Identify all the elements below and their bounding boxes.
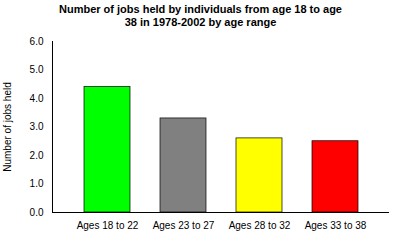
svg-text:5.0: 5.0 [30, 64, 44, 75]
svg-text:Ages 18 to 22: Ages 18 to 22 [77, 220, 139, 231]
svg-text:0.0: 0.0 [30, 207, 44, 218]
svg-text:1.0: 1.0 [30, 178, 44, 189]
svg-text:4.0: 4.0 [30, 93, 44, 104]
svg-text:Ages 33 to 38: Ages 33 to 38 [305, 220, 367, 231]
html-text:Number of jobs held by individ: Number of jobs held by individuals from … [59, 3, 342, 28]
svg-text:Ages 28 to 32: Ages 28 to 32 [229, 220, 291, 231]
svg-text:2.0: 2.0 [30, 150, 44, 161]
svg-text:Number of jobs held: Number of jobs held [2, 82, 13, 172]
svg-text:Ages 23 to 27: Ages 23 to 27 [153, 220, 215, 231]
svg-text:6.0: 6.0 [30, 36, 44, 47]
svg-text:3.0: 3.0 [30, 121, 44, 132]
